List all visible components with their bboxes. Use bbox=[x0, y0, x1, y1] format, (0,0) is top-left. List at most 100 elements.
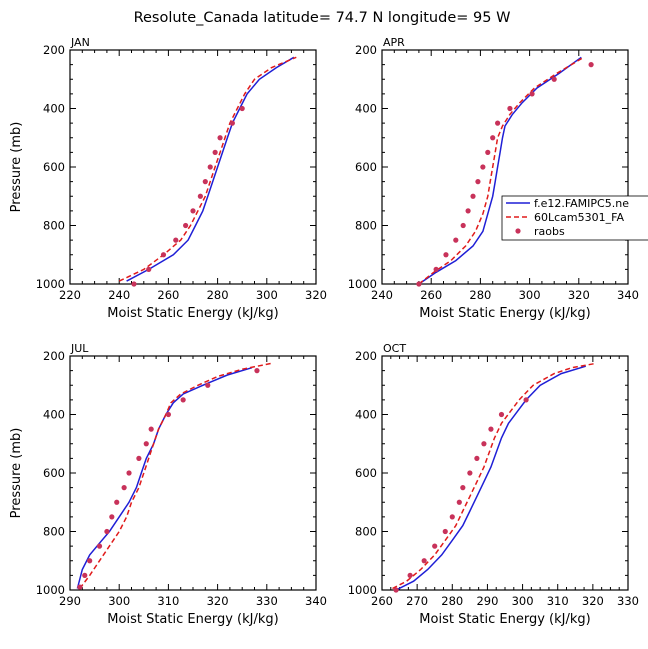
panel-apr: APR 240 260 280 300 320 340 200 400 600 800 1000 Moi… bbox=[348, 36, 639, 321]
raobs-point-jul bbox=[114, 499, 120, 505]
raobs-point-apr bbox=[507, 105, 513, 112]
raobs-point-apr bbox=[465, 208, 471, 214]
raobs-point-jul bbox=[109, 514, 115, 520]
raobs-point-jan bbox=[146, 266, 152, 272]
y-tick-label-oct: 200 bbox=[355, 349, 377, 363]
plot-frame-oct bbox=[381, 355, 629, 591]
raobs-point-jul bbox=[87, 558, 93, 564]
x-tick-label-oct: 330 bbox=[617, 594, 639, 608]
x-tick-label-oct: 290 bbox=[476, 594, 498, 608]
x-tick-label-oct: 310 bbox=[547, 594, 569, 608]
raobs-point-jan bbox=[217, 135, 223, 141]
raobs-point-apr bbox=[588, 62, 594, 68]
raobs-point-oct bbox=[421, 558, 427, 564]
raobs-point-oct bbox=[488, 426, 494, 432]
x-tick-label-jan: 320 bbox=[305, 288, 327, 302]
model1-line-apr bbox=[418, 56, 582, 284]
raobs-point-jul bbox=[254, 368, 260, 374]
x-tick-label-jul: 330 bbox=[256, 594, 278, 608]
x-tick-label-jan: 260 bbox=[157, 288, 179, 302]
x-tick-label-jan: 220 bbox=[59, 288, 81, 302]
plot-frame-jan bbox=[69, 49, 317, 285]
panel-oct: OCT 260 270 280 290 300 310 320 330 200 400 600 800 1… bbox=[348, 342, 639, 627]
raobs-point-oct bbox=[467, 470, 473, 476]
raobs-point-apr bbox=[551, 76, 557, 82]
x-tick-label-jul: 300 bbox=[108, 594, 130, 608]
raobs-point-apr bbox=[529, 91, 535, 97]
panel-jul: JUL 290 300 310 320 330 340 200 400 600 800 1000 Moi… bbox=[9, 342, 327, 627]
raobs-point-jul bbox=[121, 485, 127, 491]
y-tick-label-oct: 600 bbox=[355, 466, 377, 480]
y-tick-label-jul: 400 bbox=[43, 408, 65, 422]
x-tick-label-apr: 260 bbox=[420, 288, 442, 302]
raobs-point-oct bbox=[432, 543, 438, 549]
legend-swatch-raobs bbox=[515, 228, 521, 234]
raobs-point-apr bbox=[480, 164, 486, 170]
x-tick-label-jul: 340 bbox=[305, 594, 327, 608]
raobs-point-jul bbox=[82, 572, 88, 578]
y-tick-label-jan: 200 bbox=[43, 43, 65, 57]
y-tick-label-apr: 600 bbox=[355, 160, 377, 174]
raobs-point-apr bbox=[485, 149, 491, 155]
x-tick-label-jul: 290 bbox=[59, 594, 81, 608]
y-tick-label-jul: 600 bbox=[43, 466, 65, 480]
y-tick-label-jul: 1000 bbox=[36, 583, 65, 597]
x-tick-label-oct: 300 bbox=[512, 594, 534, 608]
raobs-point-apr bbox=[495, 120, 501, 126]
x-tick-label-jan: 240 bbox=[108, 288, 130, 302]
x-axis-label-apr: Moist Static Energy (kJ/kg) bbox=[419, 306, 590, 321]
raobs-point-apr bbox=[470, 193, 476, 199]
legend-label-model1: f.e12.FAMIPC5.ne bbox=[534, 197, 629, 210]
y-tick-label-apr: 1000 bbox=[348, 277, 377, 291]
raobs-point-jan bbox=[239, 105, 245, 112]
raobs-point-jan bbox=[173, 237, 179, 243]
raobs-point-apr bbox=[475, 179, 481, 185]
y-tick-label-jul: 200 bbox=[43, 349, 65, 363]
raobs-point-jul bbox=[143, 441, 149, 447]
raobs-point-oct bbox=[456, 499, 462, 505]
raobs-point-jan bbox=[197, 193, 203, 199]
model2-line-apr bbox=[418, 56, 585, 284]
y-tick-label-jan: 400 bbox=[43, 102, 65, 116]
y-axis-label-jul: Pressure (mb) bbox=[9, 428, 24, 519]
y-tick-label-apr: 800 bbox=[355, 219, 377, 233]
y-tick-label-jan: 1000 bbox=[36, 277, 65, 291]
y-tick-label-oct: 400 bbox=[355, 408, 377, 422]
raobs-point-apr bbox=[460, 222, 466, 229]
raobs-point-oct bbox=[481, 441, 487, 447]
y-tick-label-oct: 1000 bbox=[348, 583, 377, 597]
panel-label-jan: JAN bbox=[70, 36, 90, 49]
panel-jan: JAN 220 240 260 280 300 320 200 400 600 800 1000 Moi… bbox=[9, 36, 327, 321]
raobs-point-jan bbox=[202, 179, 208, 185]
raobs-point-jul bbox=[180, 397, 186, 403]
x-tick-label-oct: 320 bbox=[582, 594, 604, 608]
raobs-point-jul bbox=[165, 411, 171, 418]
raobs-point-jul bbox=[77, 584, 83, 590]
raobs-point-oct bbox=[498, 411, 505, 418]
chart-title: Resolute_Canada latitude= 74.7 N longitu… bbox=[134, 10, 511, 26]
x-tick-label-apr: 320 bbox=[568, 288, 590, 302]
legend-label-model2: 60Lcam5301_FA bbox=[534, 211, 624, 224]
raobs-point-jan bbox=[207, 164, 213, 170]
x-axis-label-jan: Moist Static Energy (kJ/kg) bbox=[107, 306, 278, 321]
y-tick-label-apr: 400 bbox=[355, 102, 377, 116]
legend: f.e12.FAMIPC5.ne 60Lcam5301_FA raobs bbox=[501, 195, 648, 241]
raobs-point-oct bbox=[474, 455, 480, 461]
x-axis-label-oct: Moist Static Energy (kJ/kg) bbox=[419, 612, 590, 627]
raobs-point-jan bbox=[190, 208, 196, 214]
raobs-point-oct bbox=[407, 572, 413, 578]
legend-label-raobs: raobs bbox=[534, 225, 565, 238]
y-tick-label-jan: 600 bbox=[43, 160, 65, 174]
x-axis-label-jul: Moist Static Energy (kJ/kg) bbox=[107, 612, 278, 627]
x-tick-label-oct: 260 bbox=[371, 594, 393, 608]
model2-line-oct bbox=[392, 362, 597, 590]
x-tick-label-apr: 280 bbox=[469, 288, 491, 302]
x-tick-label-apr: 300 bbox=[519, 288, 541, 302]
raobs-point-jul bbox=[205, 382, 211, 388]
model2-line-jan bbox=[118, 56, 297, 282]
raobs-point-jan bbox=[212, 149, 218, 155]
x-tick-label-oct: 270 bbox=[406, 594, 428, 608]
y-tick-label-jul: 800 bbox=[43, 525, 65, 539]
raobs-point-jan bbox=[160, 252, 167, 258]
